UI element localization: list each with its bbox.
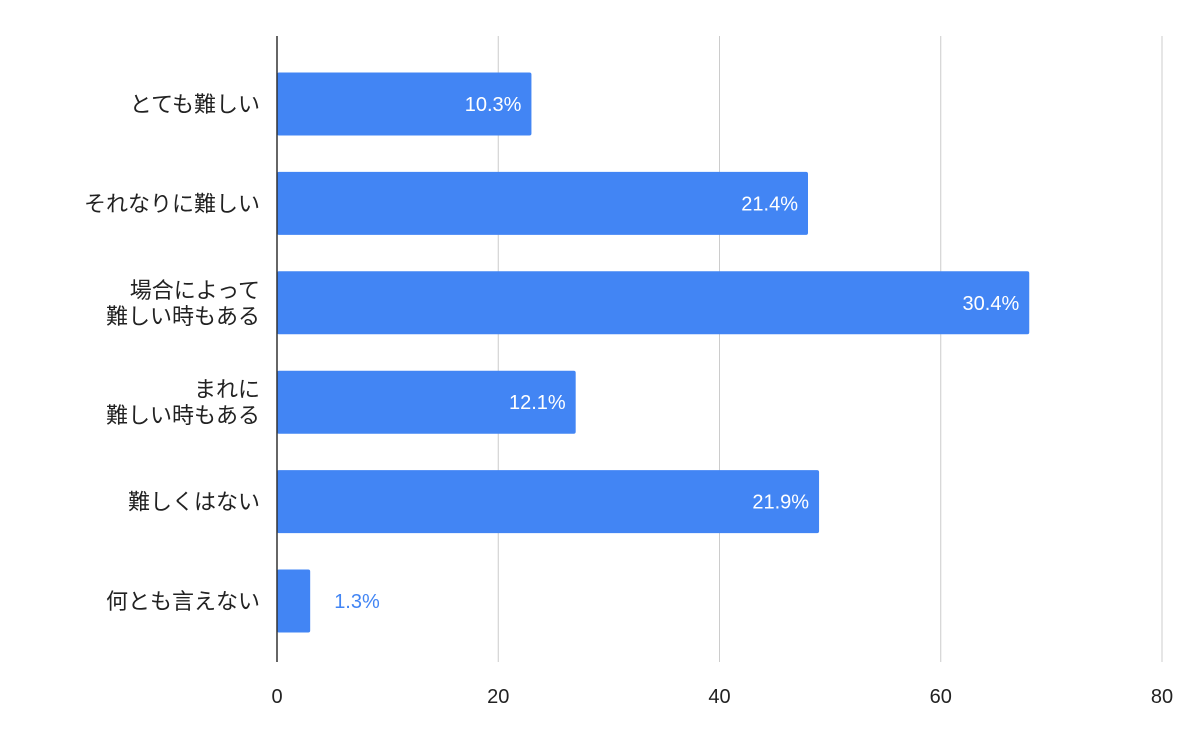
x-tick-label: 80: [1151, 686, 1173, 708]
bar: [277, 72, 532, 136]
bar: [277, 271, 1030, 335]
data-label: 1.3%: [334, 591, 380, 613]
category-label: 難しくはない: [128, 491, 260, 516]
category-label: まれに: [194, 378, 260, 403]
bar: [277, 171, 808, 235]
category-label: 何とも言えない: [106, 590, 260, 615]
x-tick-label: 60: [930, 686, 952, 708]
x-tick-label: 0: [271, 686, 282, 708]
data-label: 21.4%: [741, 193, 798, 215]
x-tick-labels: 0 20 40 60 80: [271, 686, 1173, 708]
category-label: それなりに難しい: [84, 192, 260, 217]
category-label: とても難しい: [130, 93, 260, 118]
data-label: 21.9%: [752, 492, 809, 514]
data-labels: 10.3% 21.4% 30.4% 12.1% 21.9% 1.3%: [334, 94, 1019, 613]
data-label: 10.3%: [465, 94, 522, 116]
category-labels: とても難しいそれなりに難しい場合によって難しい時もあるまれに難しい時もある難しく…: [84, 93, 260, 615]
bars: [277, 72, 1030, 633]
bar: [277, 370, 576, 434]
x-tick-label: 20: [487, 686, 509, 708]
category-label: 難しい時もある: [106, 404, 260, 429]
category-label: 難しい時もある: [106, 305, 260, 330]
data-label: 12.1%: [509, 392, 566, 414]
gridlines: [497, 36, 1163, 662]
bar: [277, 569, 311, 633]
bar: [277, 470, 820, 534]
x-tick-label: 40: [708, 686, 730, 708]
category-label: 場合によって: [130, 279, 260, 304]
data-label: 30.4%: [963, 293, 1020, 315]
